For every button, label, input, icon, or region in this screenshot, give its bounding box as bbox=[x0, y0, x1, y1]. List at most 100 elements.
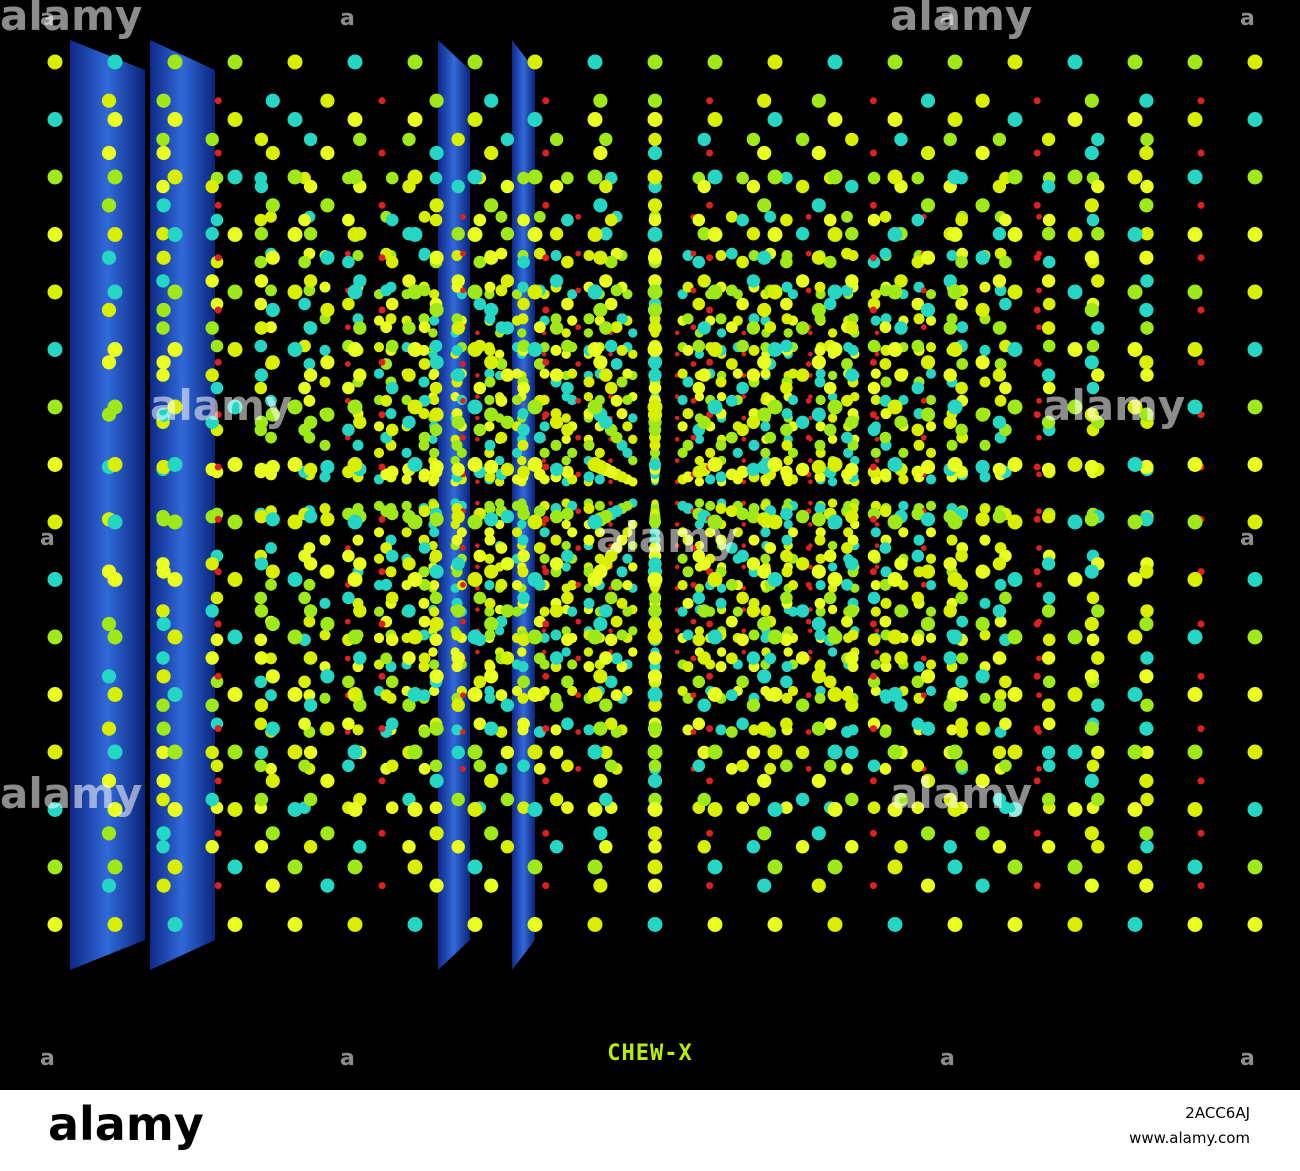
lattice-dot bbox=[373, 553, 385, 564]
lattice-dot bbox=[647, 629, 663, 645]
lattice-dot bbox=[1033, 97, 1041, 105]
lattice-dot bbox=[725, 542, 738, 554]
lattice-dot bbox=[205, 557, 219, 571]
lattice-dot bbox=[418, 615, 431, 628]
lattice-dot bbox=[475, 394, 480, 400]
lattice-dot bbox=[344, 324, 351, 331]
lattice-dot bbox=[429, 198, 444, 213]
lattice-dot bbox=[342, 717, 355, 731]
lattice-dot bbox=[992, 651, 1007, 665]
lattice-dot bbox=[690, 581, 697, 588]
lattice-dot bbox=[1091, 274, 1105, 288]
lattice-dot bbox=[925, 447, 937, 458]
lattice-dot bbox=[741, 543, 747, 548]
lattice-dot bbox=[920, 773, 936, 789]
lattice-dot bbox=[741, 330, 747, 336]
lattice-dot bbox=[780, 717, 793, 731]
lattice-dot bbox=[869, 568, 877, 576]
lattice-dot bbox=[767, 629, 783, 645]
lattice-dot bbox=[583, 376, 595, 388]
lattice-dot bbox=[741, 458, 747, 463]
lattice-dot bbox=[716, 328, 727, 338]
lattice-dot bbox=[583, 313, 595, 325]
lattice-dot bbox=[610, 394, 623, 407]
lattice-dot bbox=[814, 471, 826, 483]
lattice-dot bbox=[500, 745, 515, 760]
lattice-dot bbox=[1007, 514, 1023, 530]
lattice-dot bbox=[1247, 687, 1263, 702]
lattice-dot bbox=[732, 368, 743, 379]
lattice-dot bbox=[460, 692, 466, 699]
lattice-dot bbox=[827, 477, 838, 487]
lattice-dot bbox=[628, 413, 638, 423]
lattice-dot bbox=[1036, 692, 1042, 699]
lattice-dot bbox=[156, 93, 171, 108]
lattice-dot bbox=[780, 423, 793, 437]
lattice-dot bbox=[879, 726, 892, 738]
lattice-dot bbox=[319, 439, 331, 451]
lattice-dot bbox=[402, 557, 416, 571]
lattice-dot bbox=[845, 840, 859, 854]
lattice-dot bbox=[533, 652, 546, 665]
lattice-dot bbox=[787, 527, 799, 538]
lattice-dot bbox=[867, 549, 881, 563]
lattice-dot bbox=[575, 324, 582, 331]
lattice-dot bbox=[1091, 368, 1105, 382]
lattice-dot bbox=[725, 431, 738, 444]
lattice-dot bbox=[347, 514, 363, 530]
lattice-dot bbox=[429, 826, 444, 841]
dot-lattice bbox=[47, 40, 1263, 970]
lattice-dot bbox=[874, 330, 880, 336]
lattice-dot bbox=[767, 112, 783, 127]
lattice-dot bbox=[484, 93, 499, 108]
lattice-dot bbox=[319, 376, 331, 388]
lattice-dot bbox=[947, 457, 963, 472]
lattice-dot bbox=[827, 399, 843, 415]
lattice-dot bbox=[561, 381, 574, 395]
lattice-dot bbox=[1086, 339, 1100, 353]
lattice-dot bbox=[593, 93, 608, 108]
lattice-dot bbox=[401, 500, 412, 511]
lattice-dot bbox=[913, 661, 925, 673]
lattice-dot bbox=[647, 54, 663, 70]
lattice-dot bbox=[575, 581, 582, 588]
lattice-dot bbox=[205, 840, 219, 854]
lattice-dot bbox=[1187, 457, 1203, 472]
lattice-dot bbox=[682, 344, 694, 356]
lattice-dot bbox=[511, 527, 523, 538]
lattice-dot bbox=[473, 759, 487, 773]
lattice-dot bbox=[587, 227, 603, 242]
lattice-dot bbox=[780, 297, 793, 311]
lattice-dot bbox=[780, 255, 793, 269]
lattice-dot bbox=[101, 250, 117, 265]
lattice-dot bbox=[254, 509, 269, 524]
lattice-dot bbox=[992, 368, 1007, 382]
lattice-dot bbox=[757, 302, 772, 318]
lattice-dot bbox=[541, 522, 547, 527]
lattice-dot bbox=[823, 381, 837, 395]
lattice-dot bbox=[303, 689, 316, 702]
lattice-dot bbox=[715, 471, 727, 483]
lattice-dot bbox=[418, 210, 431, 223]
lattice-dot bbox=[380, 578, 393, 591]
lattice-dot bbox=[920, 564, 936, 579]
lattice-dot bbox=[847, 629, 859, 641]
lattice-dot bbox=[205, 651, 219, 665]
lattice-dot bbox=[911, 507, 925, 521]
lattice-dot bbox=[429, 145, 444, 161]
lattice-dot bbox=[706, 254, 714, 262]
lattice-dot bbox=[303, 179, 318, 194]
lattice-dot bbox=[167, 572, 183, 587]
lattice-dot bbox=[517, 633, 530, 647]
lattice-dot bbox=[495, 615, 508, 628]
lattice-dot bbox=[616, 661, 628, 673]
lattice-dot bbox=[616, 313, 628, 325]
corner-mark: a bbox=[1240, 526, 1255, 551]
lattice-dot bbox=[741, 437, 747, 442]
lattice-dot bbox=[484, 421, 495, 432]
lattice-dot bbox=[760, 368, 771, 379]
lattice-dot bbox=[808, 564, 813, 570]
lattice-dot bbox=[628, 626, 638, 636]
lattice-dot bbox=[869, 411, 877, 419]
lattice-dot bbox=[587, 744, 603, 760]
